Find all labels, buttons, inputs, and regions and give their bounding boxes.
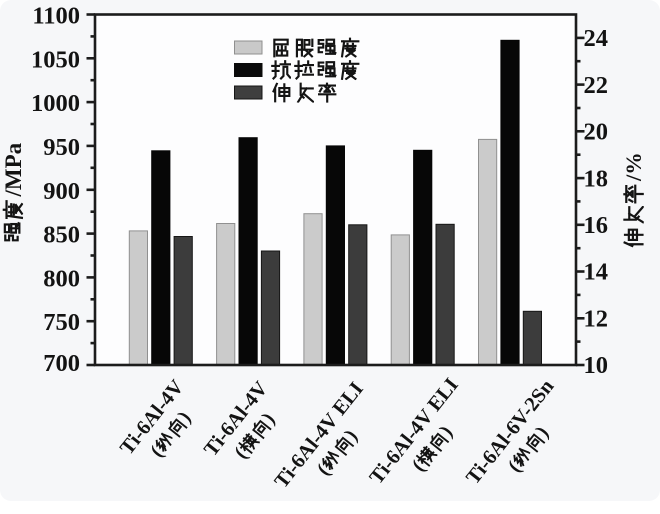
svg-text:1000: 1000 <box>31 90 80 117</box>
svg-text:800: 800 <box>43 265 80 292</box>
svg-text:/%: /% <box>621 152 646 182</box>
svg-text:10: 10 <box>584 352 609 379</box>
svg-text:14: 14 <box>584 259 609 286</box>
svg-text:900: 900 <box>43 178 80 205</box>
svg-text:20: 20 <box>584 119 609 146</box>
svg-text:700: 700 <box>43 350 80 377</box>
svg-text:850: 850 <box>43 222 80 249</box>
svg-text:18: 18 <box>584 165 609 192</box>
svg-text:24: 24 <box>584 25 609 52</box>
svg-text:950: 950 <box>43 134 80 161</box>
svg-text:16: 16 <box>584 212 609 239</box>
svg-text:1050: 1050 <box>31 46 80 73</box>
svg-text:12: 12 <box>584 306 609 333</box>
svg-text:750: 750 <box>43 309 80 336</box>
svg-text:/MPa: /MPa <box>1 142 26 197</box>
svg-text:1100: 1100 <box>32 3 80 30</box>
svg-text:22: 22 <box>584 72 609 99</box>
